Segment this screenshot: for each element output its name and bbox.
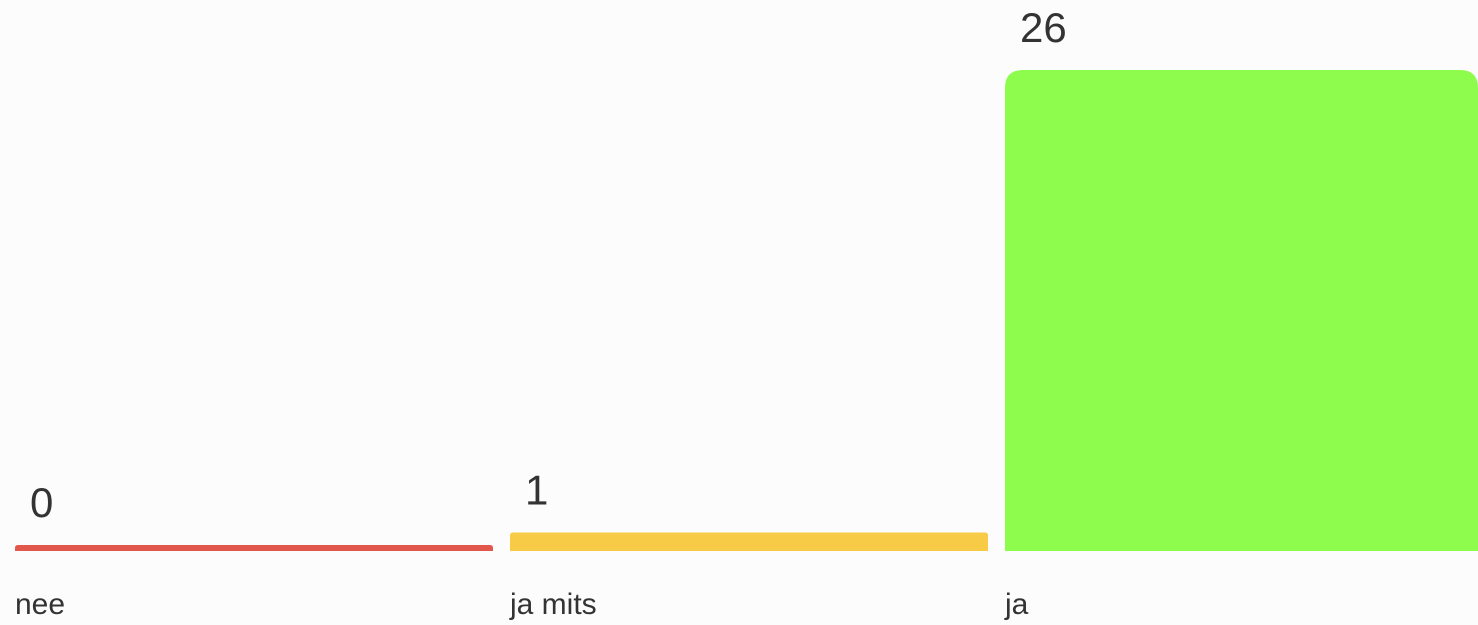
category-label-nee: nee [15, 588, 65, 621]
category-labels-group: nee ja mits ja [15, 588, 1029, 621]
bar-ja [1005, 70, 1478, 551]
value-label-ja: 26 [1020, 4, 1067, 51]
bar-nee [15, 545, 493, 551]
bars-group [15, 70, 1478, 551]
category-label-ja-mits: ja mits [509, 588, 597, 621]
bar-ja-mits [510, 532, 988, 551]
value-label-nee: 0 [30, 479, 53, 526]
category-label-ja: ja [1004, 588, 1029, 621]
value-labels-group: 0 1 26 [30, 4, 1067, 526]
value-label-ja-mits: 1 [525, 467, 548, 514]
